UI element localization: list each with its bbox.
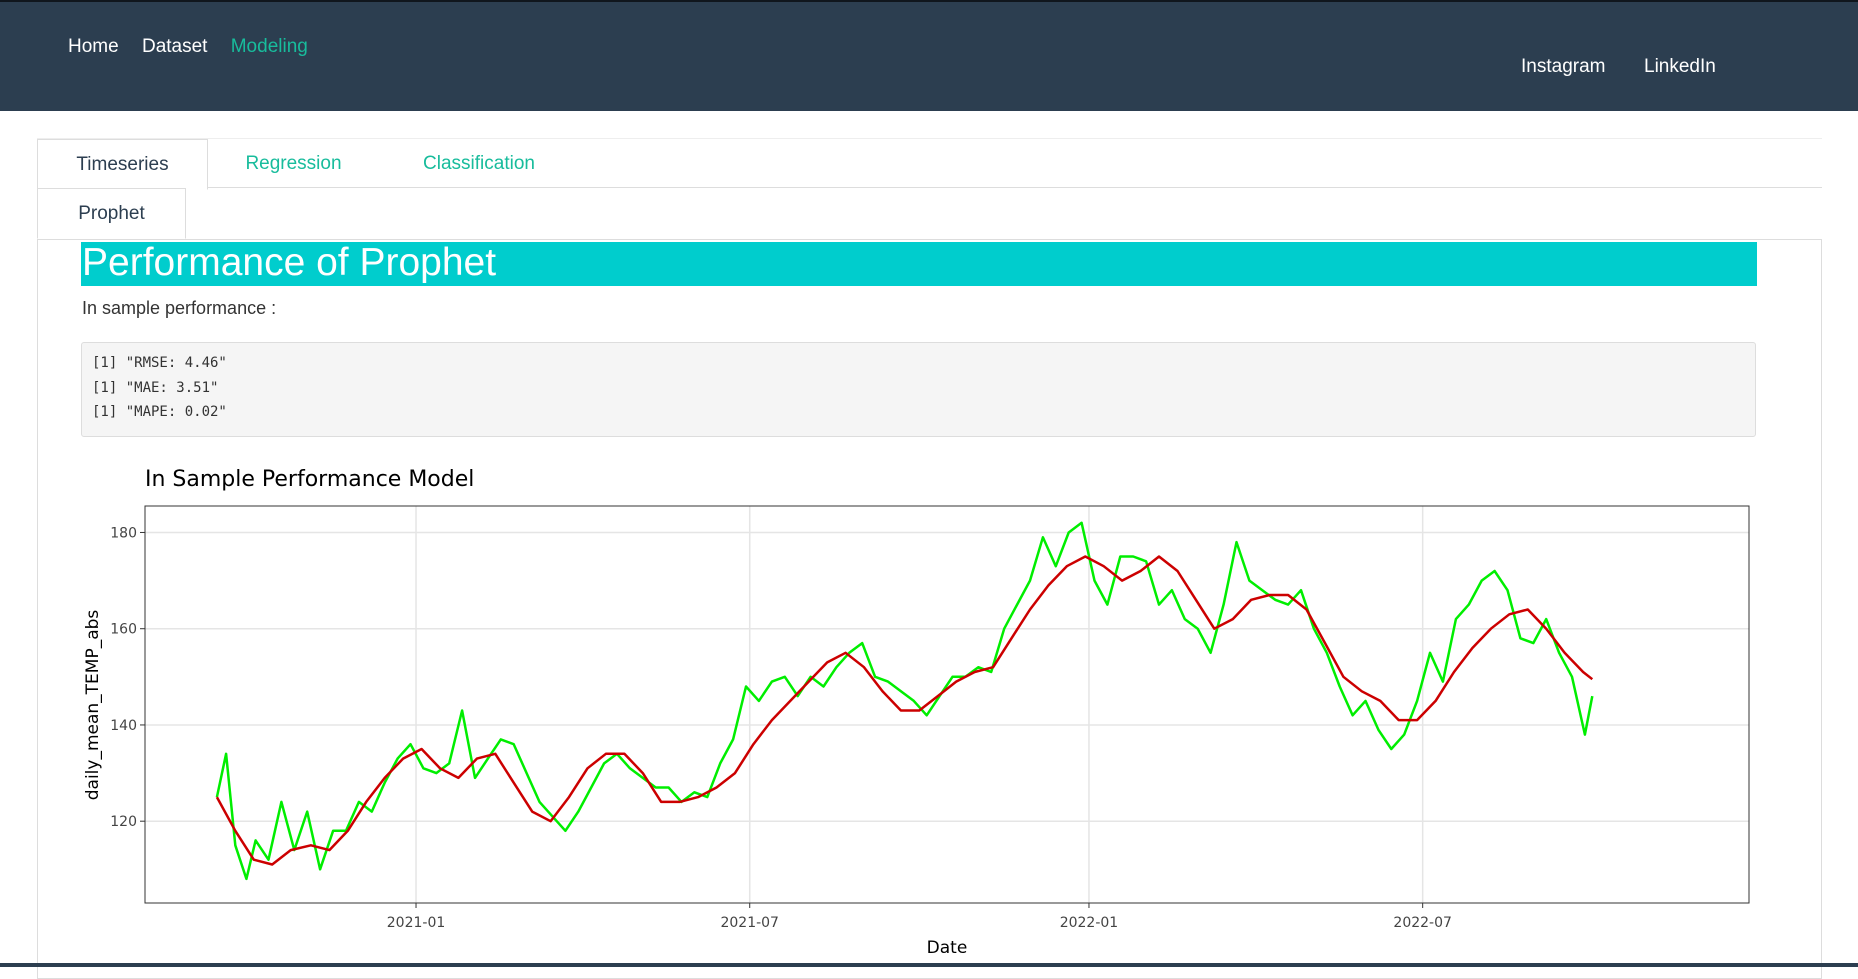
axis-ticks: 2021-01 2021-07 2022-01 2022-07 120 140 160 180 [110,525,1452,931]
tab-regression[interactable]: Regression [245,153,342,174]
plot-frame [144,505,1750,904]
content-panel: Performance of Prophet In sample perform… [37,239,1822,979]
tab-timeseries[interactable]: Timeseries [37,139,208,190]
x-tick-label: 2021-01 [387,915,446,931]
tab-prophet[interactable]: Prophet [37,188,186,239]
x-tick-label: 2021-07 [720,915,779,931]
nav-modeling-link[interactable]: Modeling [230,36,308,57]
nav-left: Home Dataset Modeling [68,36,326,58]
chart-container: In Sample Performance Model 2021-01 2021-… [81,458,1756,978]
metric-mae: [1] "MAE: 3.51" [92,379,219,396]
y-tick-label: 140 [110,718,137,734]
performance-chart: In Sample Performance Model 2021-01 2021-… [83,467,1750,958]
x-tick-label: 2022-01 [1060,915,1119,931]
nav-linkedin-link[interactable]: LinkedIn [1644,56,1716,77]
x-axis-label: Date [927,938,968,958]
tab-classification[interactable]: Classification [423,153,535,174]
insample-label: In sample performance : [82,298,277,318]
section-banner: Performance of Prophet [81,242,1757,286]
series-line-fitted [215,555,1594,866]
nav-dataset-link[interactable]: Dataset [141,36,208,57]
y-tick-label: 120 [110,814,137,830]
chart-grid [145,506,1749,903]
main-tabs: Timeseries Regression Classification [37,138,1822,190]
y-axis-label: daily_mean_TEMP_abs [83,610,103,801]
nav-instagram-link[interactable]: Instagram [1521,56,1606,77]
nav-home-link[interactable]: Home [68,36,119,57]
metrics-output: [1] "RMSE: 4.46" [1] "MAE: 3.51" [1] "MA… [81,342,1756,437]
series-line-actual [215,521,1594,881]
y-tick-label: 160 [110,622,137,638]
chart-series [215,521,1594,881]
sub-tabs: Prophet [37,188,1822,239]
metric-mape: [1] "MAPE: 0.02" [92,404,227,420]
metric-rmse: [1] "RMSE: 4.46" [92,355,227,371]
chart-title: In Sample Performance Model [145,467,474,492]
bottom-border [0,963,1858,967]
y-tick-label: 180 [110,525,137,541]
x-tick-label: 2022-07 [1393,915,1452,931]
top-navbar: Home Dataset Modeling Instagram LinkedIn [0,0,1858,111]
